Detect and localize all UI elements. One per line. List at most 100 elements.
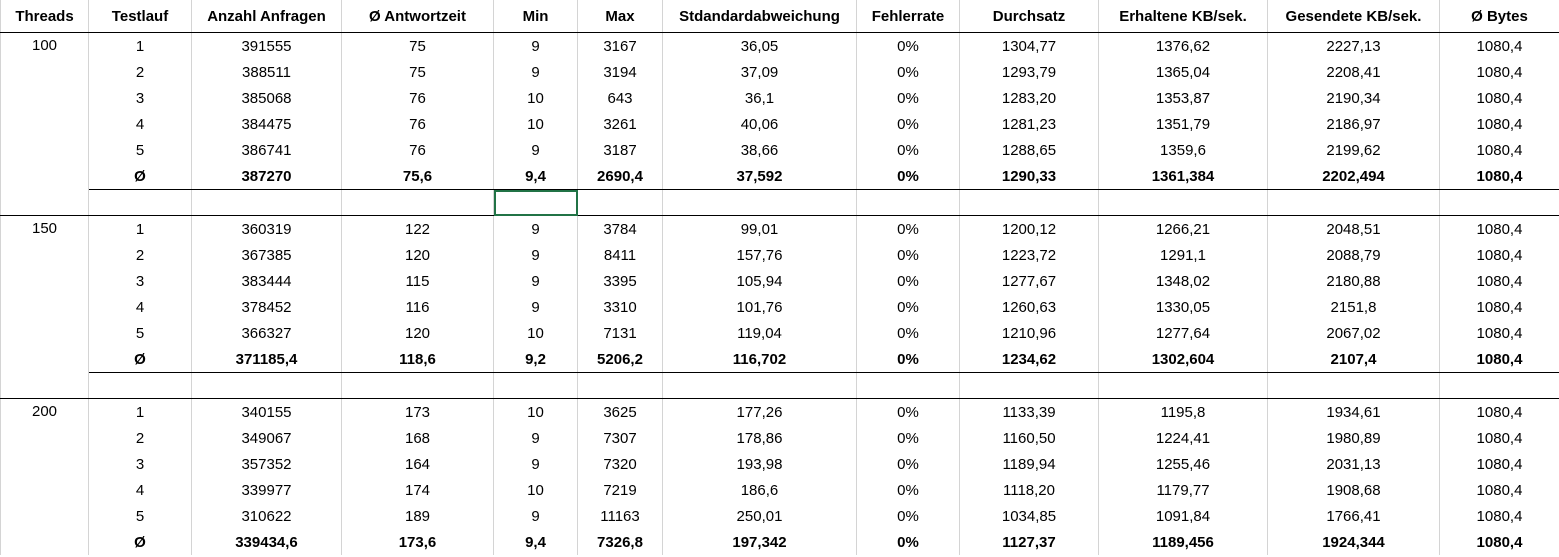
cell-max[interactable]: 7320 — [577, 451, 663, 477]
cell-bytes[interactable]: 1080,4 — [1439, 59, 1559, 85]
cell-anzahl-anfragen[interactable]: 385068 — [191, 85, 342, 111]
cell-gesendete-kb[interactable]: 2199,62 — [1267, 137, 1440, 163]
cell-testlauf[interactable]: 1 — [88, 32, 192, 59]
cell-bytes[interactable]: 1080,4 — [1439, 320, 1559, 346]
cell-durchsatz[interactable]: 1281,23 — [959, 111, 1099, 137]
cell-bytes[interactable]: 1080,4 — [1439, 215, 1559, 242]
cell-durchsatz[interactable]: 1260,63 — [959, 294, 1099, 320]
avg-cell-antwortzeit[interactable]: 173,6 — [341, 529, 494, 555]
cell-bytes[interactable]: 1080,4 — [1439, 85, 1559, 111]
column-header-max[interactable]: Max — [577, 0, 663, 33]
column-header-min[interactable]: Min — [493, 0, 578, 33]
cell-min[interactable]: 10 — [493, 111, 578, 137]
avg-cell-anzahl-anfragen[interactable]: 339434,6 — [191, 529, 342, 555]
cell-anzahl-anfragen[interactable]: 360319 — [191, 215, 342, 242]
empty-cell[interactable] — [577, 189, 663, 216]
column-header-bytes[interactable]: Ø Bytes — [1439, 0, 1559, 33]
cell-testlauf[interactable]: 5 — [88, 503, 192, 529]
avg-cell-antwortzeit[interactable]: 75,6 — [341, 163, 494, 190]
empty-cell[interactable] — [1439, 189, 1559, 216]
empty-cell[interactable] — [493, 189, 578, 216]
cell-anzahl-anfragen[interactable]: 366327 — [191, 320, 342, 346]
cell-durchsatz[interactable]: 1277,67 — [959, 268, 1099, 294]
cell-bytes[interactable]: 1080,4 — [1439, 137, 1559, 163]
cell-erhaltene-kb[interactable]: 1330,05 — [1098, 294, 1268, 320]
cell-erhaltene-kb[interactable]: 1224,41 — [1098, 425, 1268, 451]
cell-max[interactable]: 3194 — [577, 59, 663, 85]
cell-anzahl-anfragen[interactable]: 383444 — [191, 268, 342, 294]
cell-standardabweichung[interactable]: 178,86 — [662, 425, 857, 451]
cell-max[interactable]: 7219 — [577, 477, 663, 503]
empty-cell[interactable] — [493, 372, 578, 399]
cell-erhaltene-kb[interactable]: 1266,21 — [1098, 215, 1268, 242]
cell-anzahl-anfragen[interactable]: 391555 — [191, 32, 342, 59]
cell-testlauf[interactable]: 3 — [88, 85, 192, 111]
cell-min[interactable]: 9 — [493, 137, 578, 163]
cell-fehlerrate[interactable]: 0% — [856, 451, 960, 477]
column-header-durchsatz[interactable]: Durchsatz — [959, 0, 1099, 33]
cell-testlauf[interactable]: 2 — [88, 242, 192, 268]
cell-max[interactable]: 7131 — [577, 320, 663, 346]
empty-cell[interactable] — [856, 189, 960, 216]
cell-standardabweichung[interactable]: 37,09 — [662, 59, 857, 85]
cell-antwortzeit[interactable]: 76 — [341, 111, 494, 137]
avg-cell-gesendete-kb[interactable]: 2202,494 — [1267, 163, 1440, 190]
cell-antwortzeit[interactable]: 116 — [341, 294, 494, 320]
cell-testlauf[interactable]: 3 — [88, 268, 192, 294]
empty-cell[interactable] — [662, 372, 857, 399]
cell-max[interactable]: 8411 — [577, 242, 663, 268]
cell-erhaltene-kb[interactable]: 1255,46 — [1098, 451, 1268, 477]
cell-bytes[interactable]: 1080,4 — [1439, 503, 1559, 529]
cell-antwortzeit[interactable]: 189 — [341, 503, 494, 529]
cell-antwortzeit[interactable]: 168 — [341, 425, 494, 451]
cell-durchsatz[interactable]: 1034,85 — [959, 503, 1099, 529]
column-header-anzahl-anfragen[interactable]: Anzahl Anfragen — [191, 0, 342, 33]
cell-fehlerrate[interactable]: 0% — [856, 137, 960, 163]
cell-min[interactable]: 9 — [493, 215, 578, 242]
cell-max[interactable]: 3187 — [577, 137, 663, 163]
cell-standardabweichung[interactable]: 38,66 — [662, 137, 857, 163]
cell-max[interactable]: 3395 — [577, 268, 663, 294]
cell-min[interactable]: 10 — [493, 398, 578, 425]
cell-anzahl-anfragen[interactable]: 357352 — [191, 451, 342, 477]
empty-cell[interactable] — [191, 372, 342, 399]
cell-durchsatz[interactable]: 1304,77 — [959, 32, 1099, 59]
cell-gesendete-kb[interactable]: 2031,13 — [1267, 451, 1440, 477]
threads-cell[interactable]: 200 — [0, 398, 89, 555]
cell-durchsatz[interactable]: 1223,72 — [959, 242, 1099, 268]
empty-cell[interactable] — [0, 189, 89, 216]
empty-cell[interactable] — [1267, 189, 1440, 216]
cell-min[interactable]: 10 — [493, 477, 578, 503]
cell-min[interactable]: 9 — [493, 294, 578, 320]
cell-durchsatz[interactable]: 1288,65 — [959, 137, 1099, 163]
avg-cell-durchsatz[interactable]: 1234,62 — [959, 346, 1099, 373]
cell-antwortzeit[interactable]: 173 — [341, 398, 494, 425]
cell-testlauf[interactable]: 1 — [88, 398, 192, 425]
cell-durchsatz[interactable]: 1189,94 — [959, 451, 1099, 477]
cell-antwortzeit[interactable]: 76 — [341, 85, 494, 111]
avg-cell-erhaltene-kb[interactable]: 1361,384 — [1098, 163, 1268, 190]
cell-max[interactable]: 3625 — [577, 398, 663, 425]
column-header-gesendete-kb[interactable]: Gesendete KB/sek. — [1267, 0, 1440, 33]
empty-cell[interactable] — [341, 372, 494, 399]
cell-erhaltene-kb[interactable]: 1291,1 — [1098, 242, 1268, 268]
cell-fehlerrate[interactable]: 0% — [856, 215, 960, 242]
cell-gesendete-kb[interactable]: 2208,41 — [1267, 59, 1440, 85]
cell-durchsatz[interactable]: 1283,20 — [959, 85, 1099, 111]
cell-min[interactable]: 9 — [493, 425, 578, 451]
cell-testlauf[interactable]: 4 — [88, 294, 192, 320]
cell-gesendete-kb[interactable]: 2088,79 — [1267, 242, 1440, 268]
cell-min[interactable]: 9 — [493, 451, 578, 477]
avg-cell-durchsatz[interactable]: 1290,33 — [959, 163, 1099, 190]
cell-antwortzeit[interactable]: 75 — [341, 32, 494, 59]
cell-standardabweichung[interactable]: 157,76 — [662, 242, 857, 268]
avg-cell-bytes[interactable]: 1080,4 — [1439, 163, 1559, 190]
cell-standardabweichung[interactable]: 101,76 — [662, 294, 857, 320]
cell-fehlerrate[interactable]: 0% — [856, 59, 960, 85]
cell-bytes[interactable]: 1080,4 — [1439, 268, 1559, 294]
avg-cell-gesendete-kb[interactable]: 1924,344 — [1267, 529, 1440, 555]
cell-max[interactable]: 3310 — [577, 294, 663, 320]
cell-bytes[interactable]: 1080,4 — [1439, 398, 1559, 425]
cell-gesendete-kb[interactable]: 1980,89 — [1267, 425, 1440, 451]
empty-cell[interactable] — [577, 372, 663, 399]
